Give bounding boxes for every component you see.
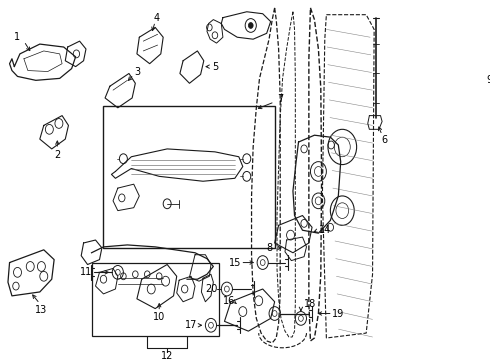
Bar <box>92 262 219 336</box>
Text: 17: 17 <box>185 320 197 330</box>
Text: 1: 1 <box>14 32 21 42</box>
Text: 20: 20 <box>205 284 217 294</box>
Bar <box>396 22 472 139</box>
Text: 14: 14 <box>318 225 331 235</box>
Bar <box>103 106 274 248</box>
Circle shape <box>248 23 253 28</box>
Text: 13: 13 <box>35 305 48 315</box>
Text: 3: 3 <box>134 67 140 77</box>
Text: 19: 19 <box>332 309 344 319</box>
Text: 4: 4 <box>154 13 160 23</box>
Text: 18: 18 <box>304 299 317 309</box>
Text: 10: 10 <box>153 312 165 323</box>
Text: 8: 8 <box>266 243 272 253</box>
Text: 15: 15 <box>229 257 241 267</box>
Text: 6: 6 <box>381 135 388 145</box>
Text: 11: 11 <box>80 267 92 277</box>
Text: 5: 5 <box>213 62 219 72</box>
Text: 16: 16 <box>223 296 235 306</box>
Text: 2: 2 <box>54 150 60 160</box>
Text: 12: 12 <box>161 351 173 360</box>
Text: 7: 7 <box>277 94 283 104</box>
Text: 9: 9 <box>487 75 490 85</box>
